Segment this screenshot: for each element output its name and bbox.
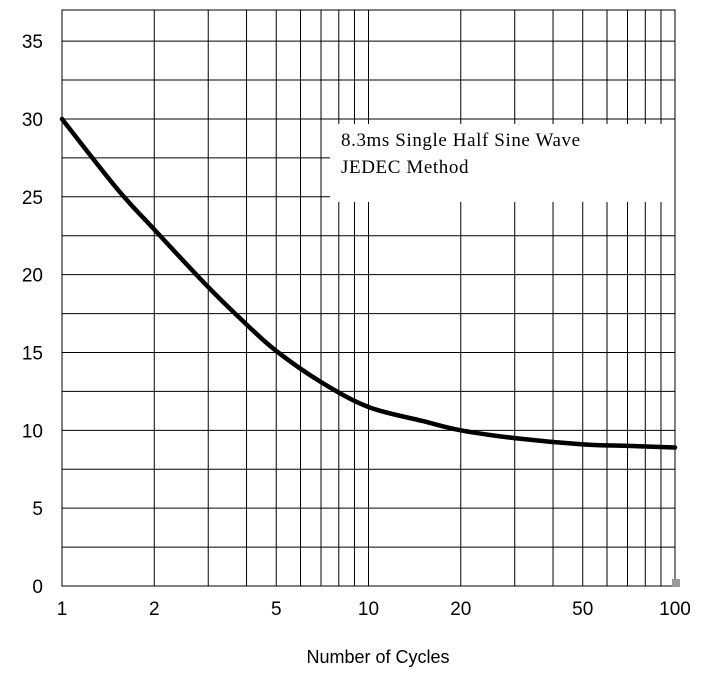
x-tick-label: 100 [659, 599, 691, 620]
x-tick-label: 50 [572, 599, 593, 620]
y-tick-label: 15 [22, 343, 43, 364]
grid-lines [62, 10, 675, 586]
y-tick-label: 30 [22, 110, 43, 131]
x-axis-tick-labels: 1 2 5 10 20 50 100 [57, 599, 691, 620]
y-tick-label: 35 [22, 32, 43, 53]
y-tick-label: 25 [22, 188, 43, 209]
annotation-background [330, 124, 675, 202]
annotation-line-2: JEDEC Method [341, 157, 469, 178]
y-tick-label: 20 [22, 266, 43, 287]
y-axis-tick-labels: 0 5 10 15 20 25 30 35 [22, 32, 43, 598]
annotation-line-1: 8.3ms Single Half Sine Wave [341, 130, 581, 151]
annotation-box: 8.3ms Single Half Sine Wave JEDEC Method [330, 124, 675, 202]
y-tick-label: 10 [22, 421, 43, 442]
plot-frame [61, 9, 676, 587]
y-tick-label: 5 [32, 499, 43, 520]
x-axis-title: Number of Cycles [306, 647, 449, 667]
series-layer [59, 116, 678, 450]
x-tick-label: 20 [450, 599, 471, 620]
series-line-1 [59, 116, 678, 450]
plot-border [61, 9, 676, 587]
watermark-square [672, 579, 680, 587]
x-tick-label: 2 [149, 599, 160, 620]
y-tick-label: 0 [32, 577, 43, 598]
x-tick-label: 1 [57, 599, 68, 620]
watermark-mark [672, 579, 680, 587]
x-tick-label: 10 [358, 599, 379, 620]
x-tick-label: 5 [271, 599, 282, 620]
